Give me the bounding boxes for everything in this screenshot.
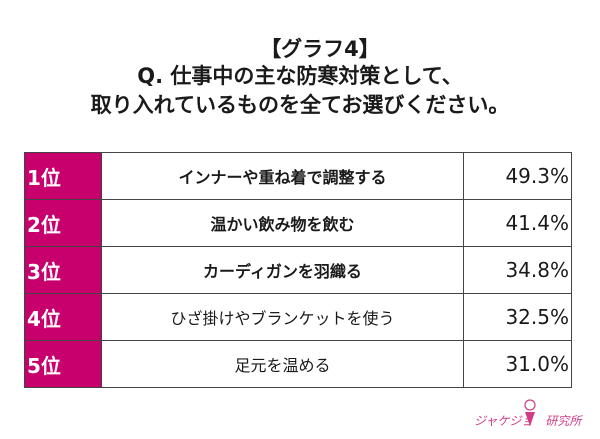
table-row: 1位 インナーや重ね着で調整する 49.3% bbox=[24, 152, 572, 200]
ranking-table: 1位 インナーや重ね着で調整する 49.3% 2位 温かい飲み物を飲む 41.4… bbox=[24, 152, 572, 388]
table-row: 5位 足元を温める 31.0% bbox=[24, 340, 572, 388]
table-row: 2位 温かい飲み物を飲む 41.4% bbox=[24, 199, 572, 247]
table-row: 4位 ひざ掛けやブランケットを使う 32.5% bbox=[24, 293, 572, 341]
logo-text: ジャケジョ 研究所 bbox=[474, 414, 582, 428]
rank-cell: 5位 bbox=[24, 340, 102, 388]
item-cell: インナーや重ね着で調整する bbox=[101, 152, 464, 200]
rank-cell: 1位 bbox=[24, 152, 102, 200]
rank-cell: 3位 bbox=[24, 246, 102, 294]
table-row: 3位 カーディガンを羽織る 34.8% bbox=[24, 246, 572, 294]
value-cell: 49.3% bbox=[463, 152, 572, 200]
value-cell: 41.4% bbox=[463, 199, 572, 247]
item-cell: 足元を温める bbox=[101, 340, 464, 388]
item-cell: 温かい飲み物を飲む bbox=[101, 199, 464, 247]
chart-title: 【グラフ4】 Q. 仕事中の主な防寒対策として、 取り入れているものを全てお選び… bbox=[0, 36, 600, 120]
graph-label: 【グラフ4】 bbox=[260, 37, 380, 61]
value-cell: 34.8% bbox=[463, 246, 572, 294]
logo-figure-icon bbox=[524, 399, 536, 426]
item-cell: カーディガンを羽織る bbox=[101, 246, 464, 294]
question-line-2: 取り入れているものを全てお選びください。 bbox=[90, 93, 510, 117]
value-cell: 31.0% bbox=[463, 340, 572, 388]
rank-cell: 2位 bbox=[24, 199, 102, 247]
question-line-1: Q. 仕事中の主な防寒対策として、 bbox=[137, 64, 463, 88]
item-cell: ひざ掛けやブランケットを使う bbox=[101, 293, 464, 341]
brand-logo: ジャケジョ 研究所 bbox=[474, 399, 594, 432]
rank-cell: 4位 bbox=[24, 293, 102, 341]
value-cell: 32.5% bbox=[463, 293, 572, 341]
